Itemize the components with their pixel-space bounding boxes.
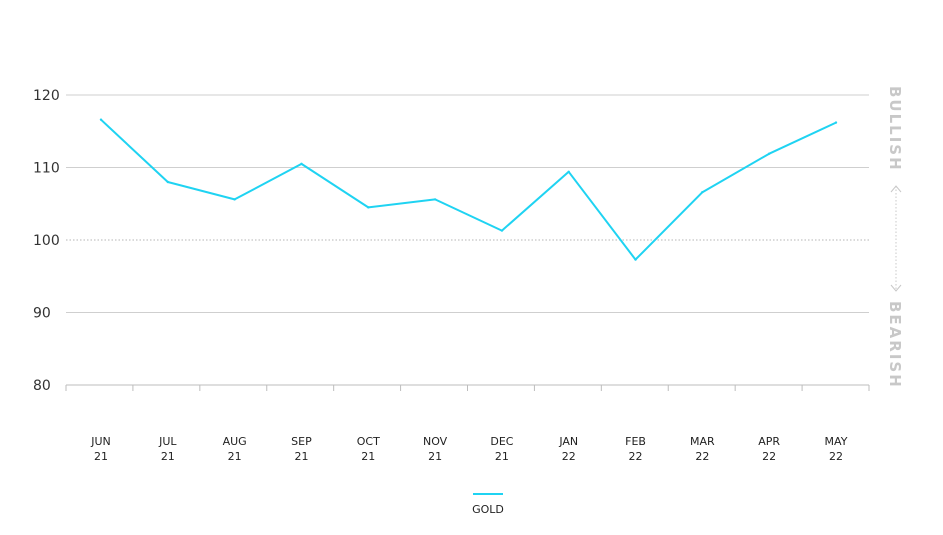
sentiment-scale: BULLISH BEARISH — [886, 86, 904, 389]
data-point — [367, 206, 370, 209]
bullish-label: BULLISH — [886, 86, 904, 172]
x-tick-label-month: SEP — [291, 435, 312, 448]
y-tick-label: 80 — [33, 378, 51, 394]
y-tick-label: 110 — [33, 161, 60, 177]
legend: GOLD — [472, 493, 504, 516]
legend-label-gold: GOLD — [472, 503, 504, 516]
data-point — [767, 152, 771, 155]
x-tick-label-year: 22 — [629, 450, 643, 463]
x-tick-label-year: 22 — [695, 450, 709, 463]
data-point — [701, 190, 704, 194]
data-point — [300, 162, 303, 166]
y-axis-ticks: 120 110 100 90 80 — [33, 88, 60, 394]
x-tick-label-year: 21 — [428, 450, 442, 463]
x-tick-label-month: FEB — [625, 435, 646, 448]
x-tick-label-year: 21 — [294, 450, 308, 463]
x-tick-label-year: 21 — [361, 450, 375, 463]
arrow-down-icon — [890, 284, 902, 292]
data-point — [99, 118, 103, 121]
x-tick-label-month: NOV — [423, 435, 448, 448]
data-point — [166, 180, 170, 184]
x-tick-label-year: 21 — [161, 450, 175, 463]
x-tick-label-year: 22 — [762, 450, 776, 463]
data-point — [634, 258, 637, 261]
series-group — [99, 118, 838, 261]
y-tick-label: 120 — [33, 88, 60, 104]
data-point — [433, 198, 437, 201]
x-tick-label-month: AUG — [223, 435, 247, 448]
data-point — [500, 229, 504, 232]
x-tick-label-year: 21 — [94, 450, 108, 463]
x-axis: JUN 21 JUL 21 AUG 21 SEP 21 OCT 21 NOV 21 DEC 21 JAN 22… — [65, 385, 870, 463]
x-tick-label-month: MAR — [690, 435, 715, 448]
x-tick-label-month: OCT — [357, 435, 380, 448]
data-point — [233, 198, 236, 201]
x-tick-label-year: 22 — [829, 450, 843, 463]
data-point — [834, 121, 838, 124]
bearish-label: BEARISH — [886, 301, 904, 389]
y-tick-label: 100 — [33, 233, 60, 249]
arrow-up-icon — [890, 185, 902, 193]
x-tick-label-year: 21 — [495, 450, 509, 463]
grid-lines — [66, 94, 869, 386]
x-tick-label-month: APR — [758, 435, 780, 448]
x-tick-label-month: JAN — [558, 435, 578, 448]
x-tick-label-year: 22 — [562, 450, 576, 463]
y-tick-label: 90 — [33, 306, 51, 322]
x-tick-label-month: JUN — [90, 435, 111, 448]
x-tick-label-month: DEC — [490, 435, 513, 448]
data-point — [567, 170, 570, 174]
x-tick-label-month: JUL — [158, 435, 177, 448]
x-tick-label-month: MAY — [825, 435, 848, 448]
series-line-gold — [100, 118, 837, 261]
x-tick-label-year: 21 — [228, 450, 242, 463]
